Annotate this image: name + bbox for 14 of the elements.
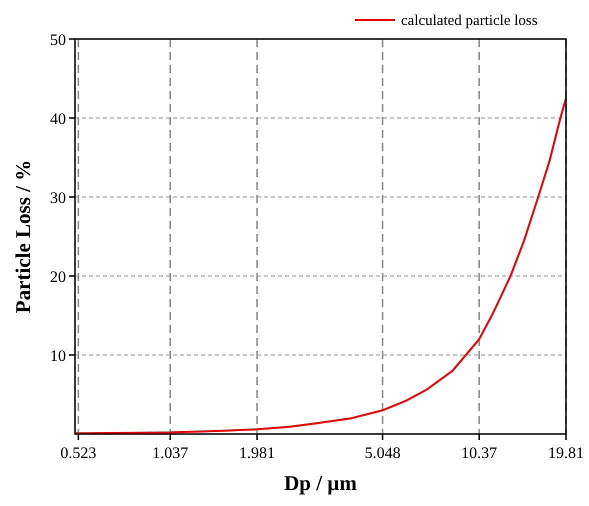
y-tick-label: 10 [50, 348, 66, 365]
x-axis-title: Dp / µm [284, 471, 358, 495]
x-tick-label: 1.981 [239, 445, 276, 462]
y-tick-label: 30 [50, 190, 66, 207]
x-tick-label: 5.048 [364, 445, 401, 462]
y-tick-label: 20 [50, 269, 66, 286]
x-tick-label: 10.37 [461, 445, 498, 462]
x-tick-label: 19.81 [548, 445, 584, 462]
y-tick-label: 40 [50, 111, 66, 128]
legend-label: calculated particle loss [401, 13, 538, 29]
y-tick-label: 50 [50, 32, 66, 49]
x-tick-label: 0.523 [60, 445, 96, 462]
y-axis-title: Particle Loss / % [11, 160, 35, 314]
x-tick-label: 1.037 [152, 445, 188, 462]
